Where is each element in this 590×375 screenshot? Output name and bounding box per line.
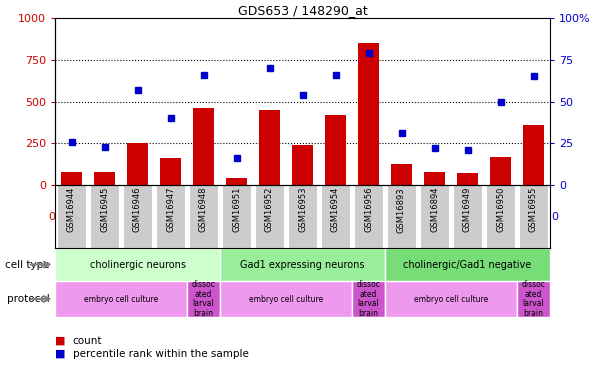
Text: embryo cell culture: embryo cell culture — [84, 294, 158, 303]
Bar — [160, 158, 181, 185]
Bar — [320, 185, 350, 248]
Bar — [353, 185, 384, 248]
Bar — [156, 185, 185, 248]
Bar — [292, 145, 313, 185]
Text: GSM16948: GSM16948 — [199, 187, 208, 232]
Bar — [226, 178, 247, 185]
Text: 0: 0 — [48, 211, 55, 222]
Bar — [127, 143, 148, 185]
Bar — [57, 185, 86, 248]
Bar — [288, 185, 317, 248]
Bar — [453, 185, 483, 248]
Bar — [222, 185, 251, 248]
Text: ■: ■ — [55, 349, 65, 359]
Text: protocol: protocol — [7, 294, 50, 304]
Bar — [324, 115, 346, 185]
Bar — [259, 110, 280, 185]
Bar — [391, 164, 412, 185]
Text: GSM16953: GSM16953 — [298, 187, 307, 232]
Text: GSM16949: GSM16949 — [463, 187, 472, 232]
Bar — [419, 185, 450, 248]
Bar — [55, 281, 187, 317]
Bar — [385, 281, 517, 317]
Bar — [486, 185, 515, 248]
Bar — [385, 248, 550, 281]
Bar — [220, 281, 352, 317]
Bar — [90, 185, 119, 248]
Text: GSM16954: GSM16954 — [331, 187, 340, 232]
Text: GSM16945: GSM16945 — [100, 187, 109, 232]
Bar — [523, 125, 544, 185]
Text: count: count — [73, 336, 102, 346]
Bar — [255, 185, 284, 248]
Text: cholinergic neurons: cholinergic neurons — [90, 260, 185, 270]
Bar — [94, 172, 115, 185]
Text: GSM16944: GSM16944 — [67, 187, 76, 232]
Text: GSM16952: GSM16952 — [265, 187, 274, 232]
Bar — [424, 172, 445, 185]
Text: Gad1 expressing neurons: Gad1 expressing neurons — [240, 260, 365, 270]
Text: cell type: cell type — [5, 260, 50, 270]
Bar — [457, 173, 478, 185]
Text: cholinergic/Gad1 negative: cholinergic/Gad1 negative — [404, 260, 532, 270]
Text: embryo cell culture: embryo cell culture — [249, 294, 323, 303]
Bar — [519, 185, 548, 248]
Text: ■: ■ — [55, 336, 65, 346]
Bar — [220, 248, 385, 281]
Bar — [386, 185, 417, 248]
Title: GDS653 / 148290_at: GDS653 / 148290_at — [238, 4, 368, 17]
Text: embryo cell culture: embryo cell culture — [414, 294, 488, 303]
Text: dissoc
ated
larval
brain: dissoc ated larval brain — [356, 280, 381, 318]
Bar — [189, 185, 218, 248]
Bar — [193, 108, 214, 185]
Bar — [187, 281, 220, 317]
Text: GSM16955: GSM16955 — [529, 187, 538, 232]
Bar — [123, 185, 152, 248]
Bar — [358, 43, 379, 185]
Text: GSM16947: GSM16947 — [166, 187, 175, 232]
Text: dissoc
ated
larval
brain: dissoc ated larval brain — [522, 280, 545, 318]
Text: GSM16956: GSM16956 — [364, 187, 373, 232]
Text: dissoc
ated
larval
brain: dissoc ated larval brain — [192, 280, 215, 318]
Text: GSM16946: GSM16946 — [133, 187, 142, 232]
Text: 0: 0 — [552, 211, 559, 222]
Bar — [55, 248, 220, 281]
Bar — [352, 281, 385, 317]
Bar — [61, 172, 82, 185]
Text: GSM16951: GSM16951 — [232, 187, 241, 232]
Text: percentile rank within the sample: percentile rank within the sample — [73, 349, 248, 359]
Bar — [517, 281, 550, 317]
Text: GSM16894: GSM16894 — [430, 187, 439, 232]
Text: GSM16893: GSM16893 — [397, 187, 406, 232]
Bar — [490, 158, 511, 185]
Text: GSM16950: GSM16950 — [496, 187, 505, 232]
